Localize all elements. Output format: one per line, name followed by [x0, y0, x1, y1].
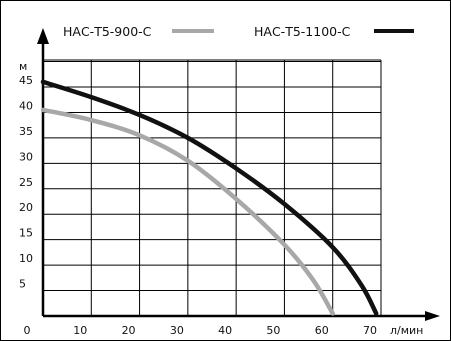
x-tick-label: 70 — [363, 324, 377, 337]
x-tick-label: 0 — [24, 324, 31, 337]
grid — [43, 59, 382, 316]
y-tick-label: 45 — [19, 74, 33, 87]
y-tick-label: 5 — [19, 278, 26, 291]
x-tick-label: 60 — [315, 324, 329, 337]
x-tick-label: 20 — [122, 324, 136, 337]
y-tick-label: 40 — [19, 99, 33, 112]
series-line-1100 — [40, 79, 379, 316]
series-lines — [40, 79, 379, 316]
y-tick-label: 35 — [19, 125, 33, 138]
y-tick-label: 15 — [19, 227, 33, 240]
series-line-900 — [40, 107, 335, 316]
x-tick-label: 50 — [266, 324, 280, 337]
x-tick-labels: 0 10 20 30 40 50 60 70 — [24, 324, 378, 337]
x-tick-label: 40 — [218, 324, 232, 337]
y-axis-arrow — [37, 28, 49, 44]
y-tick-label: 25 — [19, 176, 33, 189]
y-tick-labels: 5 10 15 20 25 30 35 40 45 — [19, 74, 33, 291]
y-tick-label: 30 — [19, 150, 33, 163]
legend-label-1100: НАС-Т5-1100-С — [254, 24, 351, 39]
legend-label-900: НАС-Т5-900-С — [63, 24, 152, 39]
legend: НАС-Т5-900-С НАС-Т5-1100-С — [63, 24, 414, 39]
axes — [37, 28, 440, 321]
x-tick-label: 30 — [170, 324, 184, 337]
x-axis-arrow — [425, 311, 440, 321]
y-axis-label: м — [19, 60, 27, 73]
x-tick-label: 10 — [73, 324, 87, 337]
y-tick-label: 10 — [19, 252, 33, 265]
x-axis-label: л/мин — [390, 324, 423, 337]
y-tick-label: 20 — [19, 201, 33, 214]
